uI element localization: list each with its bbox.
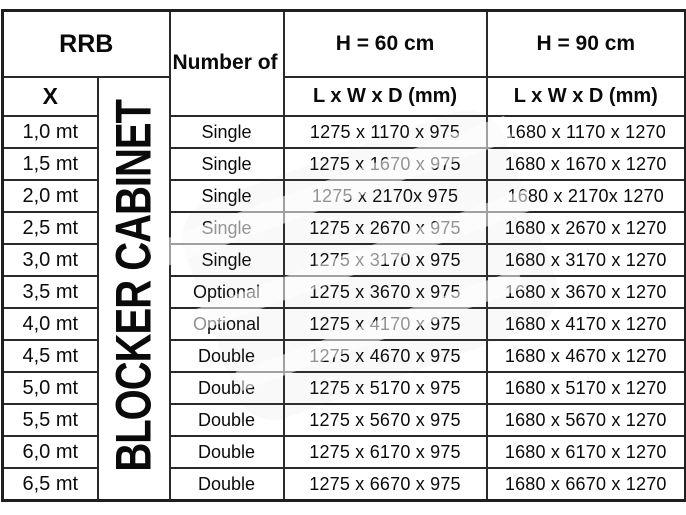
header-h60: H = 60 cm	[282, 9, 488, 78]
dims-h60-value: 1275 x 5170 x 975	[282, 371, 488, 405]
header-rrb: RRB	[1, 9, 171, 78]
pistons-value: Double	[168, 467, 285, 502]
dims-h90-value: 1680 x 6170 x 1270	[485, 435, 686, 469]
pistons-value: Double	[168, 339, 285, 373]
dims-h60-value: 1275 x 4670 x 975	[282, 339, 488, 373]
dims-h60-value: 1275 x 2670 x 975	[282, 211, 488, 245]
pistons-value: Single	[168, 243, 285, 277]
pistons-value: Optional	[168, 275, 285, 309]
dims-h60-value: 1275 x 5670 x 975	[282, 403, 488, 437]
dims-h90-value: 1680 x 2670 x 1270	[485, 211, 686, 245]
pistons-value: Double	[168, 403, 285, 437]
dims-h90-value: 1680 x 1170 x 1270	[485, 115, 686, 149]
header-row-sub: X BLOCKER CABINET L x W x D (mm) L x W x…	[1, 76, 686, 502]
dims-h90-value: 1680 x 6670 x 1270	[485, 467, 686, 502]
x-value: 5,0 mt	[1, 371, 99, 405]
dims-h60-value: 1275 x 6670 x 975	[282, 467, 488, 502]
pistons-value: Single	[168, 147, 285, 181]
table-row: 6,0 mt Double 1275 x 6170 x 975 1680 x 6…	[1, 435, 686, 469]
pistons-value: Optional	[168, 307, 285, 341]
x-value: 2,0 mt	[1, 179, 99, 213]
dims-h90-value: 1680 x 1670 x 1270	[485, 147, 686, 181]
header-dims-h90: L x W x D (mm)	[485, 76, 686, 117]
dims-h60-value: 1275 x 2170x 975	[282, 179, 488, 213]
x-value: 4,5 mt	[1, 339, 99, 373]
dims-h90-value: 1680 x 5170 x 1270	[485, 371, 686, 405]
dims-h60-value: 1275 x 6170 x 975	[282, 435, 488, 469]
dims-h60-value: 1275 x 1670 x 975	[282, 147, 488, 181]
x-value: 1,5 mt	[1, 147, 99, 181]
dims-h90-value: 1680 x 5670 x 1270	[485, 403, 686, 437]
x-value: 3,0 mt	[1, 243, 99, 277]
header-x: X	[1, 76, 99, 117]
cell-blocker-cabinet: BLOCKER CABINET	[96, 76, 171, 502]
x-value: 3,5 mt	[1, 275, 99, 309]
x-value: 6,5 mt	[1, 467, 99, 502]
dims-h90-value: 1680 x 3170 x 1270	[485, 243, 686, 277]
dims-h90-value: 1680 x 4170 x 1270	[485, 307, 686, 341]
pistons-value: Double	[168, 371, 285, 405]
dims-h60-value: 1275 x 4170 x 975	[282, 307, 488, 341]
pistons-value: Single	[168, 211, 285, 245]
header-h90: H = 90 cm	[485, 9, 686, 78]
dims-h90-value: 1680 x 4670 x 1270	[485, 339, 686, 373]
x-value: 1,0 mt	[1, 115, 99, 149]
blocker-cabinet-spec-table: RRB Number of Pistons H = 60 cm H = 90 c…	[1, 9, 686, 502]
dims-h90-value: 1680 x 3670 x 1270	[485, 275, 686, 309]
dims-h60-value: 1275 x 3170 x 975	[282, 243, 488, 277]
x-value: 6,0 mt	[1, 435, 99, 469]
pistons-value: Single	[168, 115, 285, 149]
header-row-top: RRB Number of Pistons H = 60 cm H = 90 c…	[1, 9, 686, 117]
table-row: 5,5 mt Double 1275 x 5670 x 975 1680 x 5…	[1, 403, 686, 437]
header-number-of-pistons: Number of Pistons	[168, 9, 285, 117]
pistons-value: Double	[168, 435, 285, 469]
pistons-value: Single	[168, 179, 285, 213]
blocker-cabinet-vertical-label: BLOCKER CABINET	[106, 100, 161, 472]
dims-h60-value: 1275 x 3670 x 975	[282, 275, 488, 309]
dims-h60-value: 1275 x 1170 x 975	[282, 115, 488, 149]
x-value: 2,5 mt	[1, 211, 99, 245]
dims-h90-value: 1680 x 2170x 1270	[485, 179, 686, 213]
table-row: 6,5 mt Double 1275 x 6670 x 975 1680 x 6…	[1, 467, 686, 502]
x-value: 4,0 mt	[1, 307, 99, 341]
x-value: 5,5 mt	[1, 403, 99, 437]
header-dims-h60: L x W x D (mm)	[282, 76, 488, 117]
